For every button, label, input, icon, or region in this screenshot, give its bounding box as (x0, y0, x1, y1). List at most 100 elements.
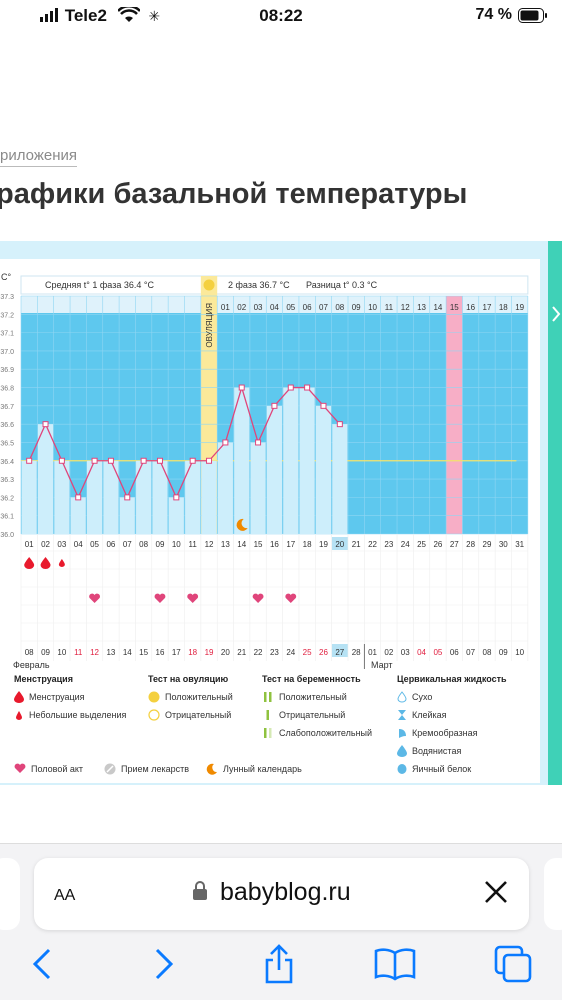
forward-button[interactable] (142, 942, 186, 986)
book-icon (374, 948, 416, 981)
tabs-button[interactable] (491, 942, 535, 986)
date-label: 19 (205, 648, 214, 657)
temperature-point (91, 457, 98, 464)
temperature-point (75, 494, 82, 501)
top-day-label: 18 (499, 303, 508, 312)
date-label: 20 (221, 648, 230, 657)
battery-percent: 74 % (475, 6, 512, 23)
phase2-average: 2 фаза 36.7 °C (228, 280, 290, 290)
temperature-bar (87, 460, 103, 534)
legend-menstruation: Менструация (14, 691, 85, 703)
legend-cervical-dry-label: Сухо (412, 692, 433, 702)
url-text[interactable]: babyblog.ru (220, 878, 351, 906)
y-tick-label: 36.7 (0, 404, 14, 411)
date-label: 02 (384, 648, 393, 657)
y-tick-label: 36.9 (0, 367, 14, 374)
top-day-label: 02 (237, 303, 246, 312)
legend-light-discharge: Небольшие выделения (14, 709, 126, 721)
breadcrumb[interactable]: риложения (0, 147, 77, 167)
intercourse-heart-marker (285, 593, 297, 603)
legend-cervical-sticky-label: Клейкая (412, 710, 447, 720)
date-label: 04 (417, 648, 426, 657)
address-bar[interactable]: AA babyblog.ru (34, 858, 529, 930)
chart-bars (21, 387, 348, 534)
current-date-cell (331, 644, 348, 657)
date-label: 09 (499, 648, 508, 657)
temperature-point (42, 421, 49, 428)
next-tab-card[interactable] (544, 858, 562, 930)
temperature-difference: Разница t° 0.3 °C (306, 280, 378, 290)
top-day-label: 10 (368, 303, 377, 312)
signal-icon (40, 8, 58, 22)
y-tick-label: 36.3 (0, 477, 14, 484)
water-drop-icon (397, 745, 407, 757)
temperature-line (28, 385, 341, 499)
intercourse-heart-marker (154, 593, 166, 603)
legend-cervical-eggwhite-label: Яичный белок (412, 764, 472, 774)
y-tick-label: 36.1 (0, 514, 14, 521)
top-day-label: 14 (433, 303, 442, 312)
legend-pregnancy-negative: Отрицательный (262, 709, 345, 721)
temperature-point (26, 457, 33, 464)
date-label: 14 (123, 648, 132, 657)
status-bar: Tele2 ✳ 08:22 74 % (0, 0, 562, 34)
temperature-bar (234, 387, 250, 534)
legend-medication-label: Прием лекарств (121, 764, 190, 774)
cycle-day-label: 10 (172, 540, 181, 549)
intercourse-heart-marker (187, 593, 199, 603)
date-label: 07 (466, 648, 475, 657)
cycle-day-label: 05 (90, 540, 99, 549)
share-button[interactable] (257, 942, 301, 986)
legend-cervical-title: Цервикальная жидкость (397, 674, 507, 684)
temperature-point (173, 494, 180, 501)
previous-tab-card[interactable] (0, 858, 20, 930)
cycle-day-label: 28 (466, 540, 475, 549)
cycle-day-label: 17 (286, 540, 295, 549)
date-label: 09 (41, 648, 50, 657)
top-day-band (21, 296, 528, 313)
phase1-average: Средняя t° 1 фаза 36.4 °C (45, 280, 154, 290)
side-tab[interactable] (548, 241, 562, 785)
y-tick-label: 37.1 (0, 331, 14, 338)
temperature-bar (332, 424, 348, 534)
date-label: 03 (401, 648, 410, 657)
activity-icon: ✳ (148, 8, 161, 24)
empty-circle-icon (148, 709, 160, 721)
legend-pregnancy-positive-label: Положительный (279, 692, 347, 702)
date-label: 17 (172, 648, 181, 657)
highlight-column (446, 296, 463, 534)
egg-white-icon (397, 764, 407, 774)
legend-cervical-watery: Водянистая (397, 745, 461, 757)
cycle-day-label: 27 (450, 540, 459, 549)
temperature-polyline (28, 385, 341, 499)
temperature-bar (54, 460, 70, 534)
top-day-label: 06 (303, 303, 312, 312)
close-icon[interactable] (483, 876, 509, 913)
chart-markers (24, 279, 297, 603)
reader-settings-button[interactable]: AA (54, 880, 75, 906)
temperature-point (320, 402, 327, 409)
date-label: 26 (319, 648, 328, 657)
legend-lunar-label: Лунный календарь (223, 764, 302, 774)
legend-cervical-dry: Сухо (397, 691, 432, 703)
top-day-label: 08 (335, 303, 344, 312)
y-tick-label: 36.5 (0, 440, 14, 447)
temperature-point (107, 457, 114, 464)
cycle-day-label: 25 (417, 540, 426, 549)
y-tick-label: 37.3 (0, 294, 14, 301)
legend-pregnancy-negative-label: Отрицательный (279, 710, 346, 720)
share-icon (265, 944, 293, 984)
bookmarks-button[interactable] (373, 942, 417, 986)
cycle-day-label: 30 (499, 540, 508, 549)
date-label: 16 (156, 648, 165, 657)
cycle-day-label: 23 (384, 540, 393, 549)
bbt-chart: 37.3 37.2 37.1 37.0 36.9 36.8 36.7 36.6 36.5 36.4… (0, 275, 529, 669)
temperature-bar (185, 460, 201, 534)
y-tick-label: 36.8 (0, 386, 14, 393)
yellow-circle-icon (148, 691, 160, 703)
legend-pregnancy-positive: Положительный (262, 691, 347, 703)
back-button[interactable] (20, 942, 64, 986)
menstruation-drop-marker (40, 557, 51, 569)
legend-light-discharge-label: Небольшие выделения (29, 710, 127, 720)
carrier: Tele2 ✳ (40, 4, 161, 26)
